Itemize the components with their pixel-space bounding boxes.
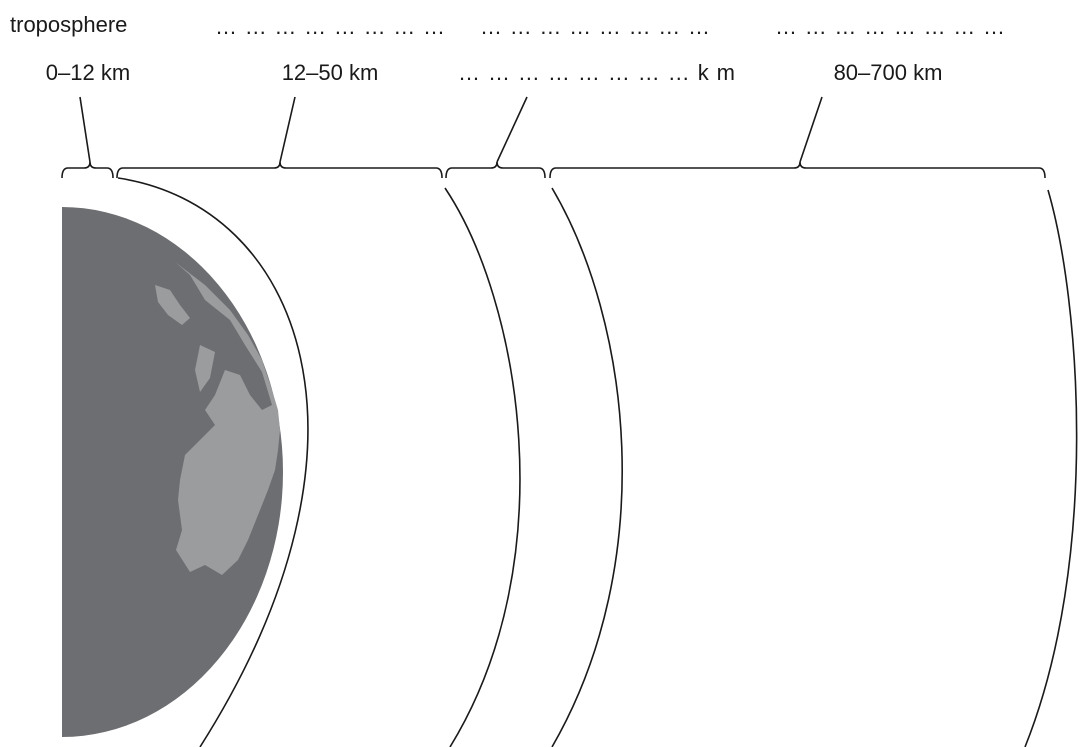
- leader-line: [496, 96, 528, 163]
- layer-boundary: [1024, 189, 1078, 747]
- earth: [62, 207, 283, 737]
- layer-range: 12–50 km: [282, 60, 379, 85]
- bracket: [116, 161, 443, 179]
- layer-name: ……………………: [775, 14, 1005, 39]
- layer-boundary: [444, 187, 521, 747]
- leader-line: [799, 96, 823, 163]
- layer-boundary: [551, 187, 623, 747]
- bracket: [549, 161, 1046, 179]
- leader-line: [79, 96, 91, 163]
- bracket: [445, 161, 546, 179]
- layer-name: troposphere: [10, 12, 127, 37]
- layer-name: ……………………: [480, 14, 710, 39]
- bracket: [61, 161, 114, 179]
- layer-boundary: [117, 177, 309, 747]
- layer-range: 0–12 km: [46, 60, 130, 85]
- layer-name: ……………………: [215, 14, 445, 39]
- layer-range: ……………………km: [458, 60, 735, 85]
- leader-line: [279, 96, 296, 163]
- layer-range: 80–700 km: [834, 60, 943, 85]
